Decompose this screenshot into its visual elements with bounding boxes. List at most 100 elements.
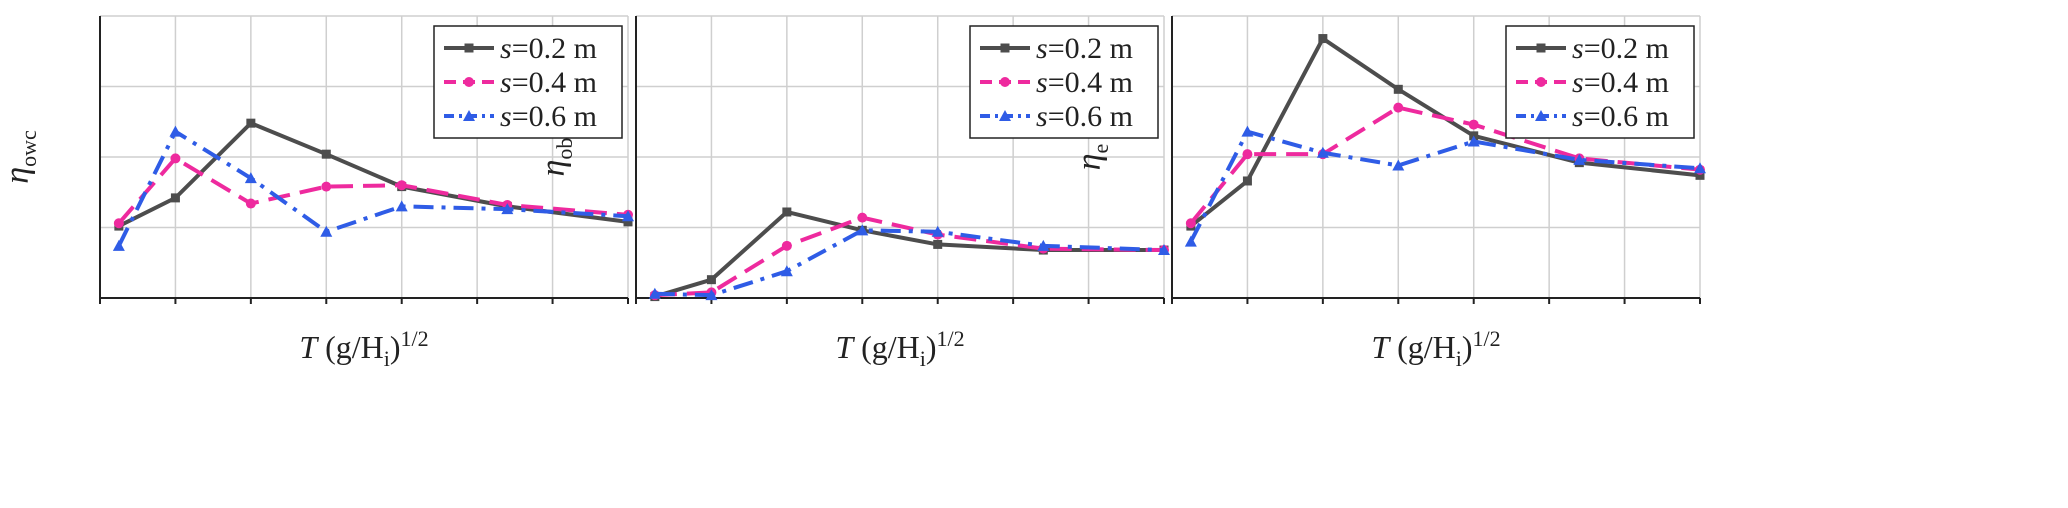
- legend-var: s: [1572, 66, 1584, 99]
- legend-value: =0.4 m: [512, 66, 597, 99]
- data-point: [933, 239, 943, 249]
- legend-marker: [1000, 43, 1010, 53]
- data-point: [1158, 244, 1170, 256]
- data-point: [1318, 34, 1328, 44]
- legend-label-1: s=0.4 m: [500, 66, 597, 99]
- data-point: [244, 172, 257, 184]
- x-axis-superscript: 1/2: [937, 326, 965, 351]
- data-point: [321, 149, 331, 159]
- x-axis-subscript: i: [384, 346, 390, 371]
- data-point: [1242, 149, 1253, 160]
- series-line-2: [1189, 129, 1701, 243]
- data-point: [857, 212, 868, 223]
- data-point: [1241, 125, 1254, 137]
- data-point: [623, 217, 633, 227]
- x-axis-symbol: T: [1371, 329, 1391, 365]
- legend-value: =0.2 m: [1048, 32, 1133, 65]
- legend-var: s: [1036, 66, 1048, 99]
- y-axis-title: ηob: [535, 138, 577, 177]
- legend-var: s: [1572, 100, 1584, 133]
- data-point: [245, 198, 256, 209]
- legend-marker: [1536, 77, 1546, 87]
- data-point: [782, 207, 792, 217]
- legend: s=0.2 ms=0.4 ms=0.6 m: [969, 25, 1159, 139]
- data-point: [648, 287, 661, 299]
- legend-var: s: [1036, 32, 1048, 65]
- legend-value: =0.6 m: [512, 100, 597, 133]
- y-axis-symbol: η: [535, 160, 572, 177]
- data-point: [931, 225, 944, 237]
- data-point: [1037, 239, 1050, 251]
- y-axis-symbol: η: [0, 167, 36, 184]
- legend-label-2: s=0.6 m: [1036, 100, 1133, 133]
- data-point: [1393, 102, 1404, 113]
- legend-var: s: [500, 66, 512, 99]
- data-point: [395, 200, 408, 212]
- data-point: [1573, 153, 1586, 165]
- x-axis-title: T (g/Hi)1/2: [299, 326, 428, 371]
- data-point: [321, 181, 332, 192]
- data-point: [169, 125, 182, 137]
- y-axis-symbol: η: [1071, 153, 1108, 170]
- x-axis-paren: ): [390, 329, 401, 365]
- legend: s=0.2 ms=0.4 ms=0.6 m: [433, 25, 623, 139]
- legend-label-0: s=0.2 m: [1036, 32, 1133, 65]
- data-point: [1393, 84, 1403, 94]
- legend-label-1: s=0.4 m: [1036, 66, 1133, 99]
- y-axis-title: ηe: [1071, 144, 1113, 171]
- legend-marker: [1535, 110, 1547, 121]
- legend-value: =0.4 m: [1048, 66, 1133, 99]
- data-point: [246, 118, 256, 128]
- data-point: [170, 193, 180, 203]
- data-point: [705, 289, 718, 301]
- legend-marker: [464, 77, 474, 87]
- x-axis-title: T (g/Hi)1/2: [1371, 326, 1500, 371]
- y-axis-subscript: ob: [552, 138, 577, 160]
- x-axis-symbol: T: [835, 329, 855, 365]
- data-point: [1184, 235, 1197, 247]
- legend-label-2: s=0.6 m: [1572, 100, 1669, 133]
- legend-marker: [464, 43, 474, 53]
- data-point: [1467, 135, 1480, 147]
- x-axis-subscript: i: [1456, 346, 1462, 371]
- data-point: [1392, 159, 1405, 171]
- legend-value: =0.6 m: [1584, 100, 1669, 133]
- data-point: [781, 240, 792, 251]
- legend-marker: [463, 110, 475, 121]
- panel-c: ηeT (g/Hi)1/2s=0.2 ms=0.4 ms=0.6 m: [1071, 15, 1706, 371]
- x-axis-superscript: 1/2: [1473, 326, 1501, 351]
- x-axis-title: T (g/Hi)1/2: [835, 326, 964, 371]
- series-line-0: [654, 209, 1164, 299]
- legend-var: s: [1572, 32, 1584, 65]
- data-point: [1695, 170, 1705, 180]
- data-point: [856, 224, 869, 236]
- data-point: [1242, 176, 1252, 186]
- legend-value: =0.4 m: [1584, 66, 1669, 99]
- data-point: [622, 210, 634, 222]
- data-point: [396, 180, 407, 191]
- legend-label-0: s=0.2 m: [1572, 32, 1669, 65]
- y-axis-subscript: e: [1088, 144, 1113, 154]
- data-point: [780, 265, 793, 277]
- data-point: [113, 218, 124, 229]
- x-axis-symbol: T: [299, 329, 319, 365]
- legend-var: s: [500, 32, 512, 65]
- legend-value: =0.6 m: [1048, 100, 1133, 133]
- data-point: [1316, 146, 1329, 158]
- data-point: [501, 203, 514, 215]
- legend-marker: [999, 110, 1011, 121]
- legend-value: =0.2 m: [1584, 32, 1669, 65]
- legend: s=0.2 ms=0.4 ms=0.6 m: [1505, 25, 1695, 139]
- x-axis-superscript: 1/2: [401, 326, 429, 351]
- legend-var: s: [1036, 100, 1048, 133]
- data-point: [320, 225, 333, 237]
- x-axis-title-main: (g/H: [1389, 329, 1456, 365]
- legend-marker: [1536, 43, 1546, 53]
- data-point: [706, 275, 716, 285]
- x-axis-paren: ): [1462, 329, 1473, 365]
- x-axis-paren: ): [926, 329, 937, 365]
- legend-marker: [1000, 77, 1010, 87]
